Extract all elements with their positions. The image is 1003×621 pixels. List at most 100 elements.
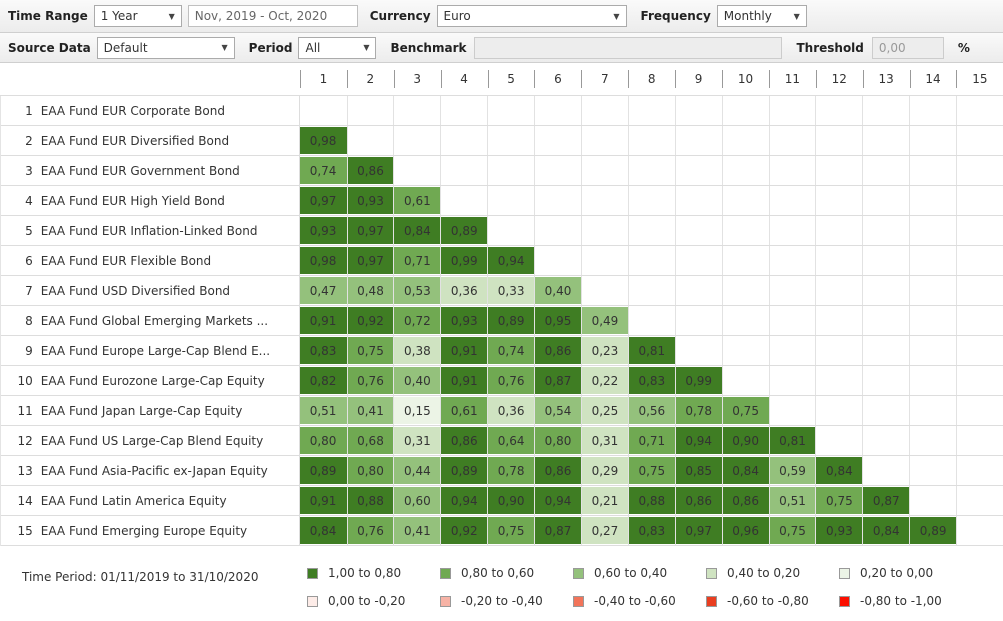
currency-select[interactable]: Euro ▼ bbox=[436, 5, 627, 27]
legend-label: 0,60 to 0,40 bbox=[594, 566, 668, 580]
matrix-cell bbox=[815, 336, 862, 365]
matrix-cell: 0,97 bbox=[346, 216, 394, 245]
matrix-cell: 0,53 bbox=[393, 276, 441, 305]
matrix-cell bbox=[956, 246, 1003, 275]
frequency-select[interactable]: Monthly ▼ bbox=[716, 5, 807, 27]
matrix-cell: 0,74 bbox=[299, 156, 347, 185]
matrix-cell bbox=[909, 276, 956, 305]
time-period-label: Time Period: 01/11/2019 to 31/10/2020 bbox=[22, 570, 259, 584]
matrix-cell: 0,93 bbox=[346, 186, 394, 215]
correlation-value: 0,61 bbox=[441, 397, 488, 424]
row-number: 2 bbox=[25, 133, 33, 148]
matrix-cell bbox=[862, 186, 909, 215]
legend-item: 0,20 to 0,00 bbox=[839, 566, 972, 580]
correlation-value: 0,87 bbox=[535, 517, 581, 544]
row-number: 6 bbox=[25, 253, 33, 268]
table-row: 4 EAA Fund EUR High Yield Bond 0,97 0,93 0,6… bbox=[1, 186, 1003, 216]
legend-item: -0,20 to -0,40 bbox=[440, 594, 573, 608]
table-row: 3 EAA Fund EUR Government Bond 0,74 0,86 bbox=[1, 156, 1003, 186]
matrix-cell: 0,29 bbox=[580, 456, 628, 485]
correlation-value: 0,74 bbox=[299, 157, 347, 184]
matrix-cell bbox=[627, 246, 675, 275]
matrix-cell bbox=[627, 96, 675, 125]
matrix-cell: 0,84 bbox=[862, 516, 910, 545]
matrix-cell bbox=[721, 336, 769, 365]
matrix-cell: 0,68 bbox=[346, 426, 394, 455]
matrix-cell bbox=[768, 186, 816, 215]
correlation-value: 0,80 bbox=[535, 427, 581, 454]
row-cells: 0,91 0,88 0,60 0,94 0,90 0,94 0,21 0,88 0,86 0,86… bbox=[298, 486, 1003, 515]
matrix-cell: 0,89 bbox=[299, 456, 347, 485]
correlation-value: 0,87 bbox=[863, 487, 910, 514]
matrix-cell bbox=[909, 216, 956, 245]
matrix-cell bbox=[956, 486, 1003, 515]
matrix-cell: 0,36 bbox=[440, 276, 488, 305]
matrix-cell bbox=[534, 156, 581, 185]
fund-name: EAA Fund Asia-Pacific ex-Japan Equity bbox=[40, 463, 268, 478]
correlation-value: 0,44 bbox=[394, 457, 441, 484]
correlation-value: 0,91 bbox=[299, 307, 347, 334]
column-header: 11 bbox=[768, 63, 816, 95]
row-number: 13 bbox=[17, 463, 33, 478]
correlation-value: 0,27 bbox=[581, 517, 628, 544]
correlation-value: 0,82 bbox=[299, 367, 347, 394]
table-row: 8 EAA Fund Global Emerging Markets ... 0,9… bbox=[1, 306, 1003, 336]
matrix-cell bbox=[768, 336, 816, 365]
matrix-cell bbox=[862, 246, 909, 275]
legend-swatch bbox=[307, 595, 318, 607]
matrix-cell bbox=[534, 186, 581, 215]
matrix-cell bbox=[815, 306, 862, 335]
table-row: 2 EAA Fund EUR Diversified Bond 0,98 bbox=[1, 126, 1003, 156]
percent-label: % bbox=[957, 40, 970, 55]
row-number: 4 bbox=[25, 193, 33, 208]
legend-swatch bbox=[706, 595, 717, 607]
benchmark-input[interactable] bbox=[474, 36, 783, 59]
correlation-value: 0,75 bbox=[769, 517, 816, 544]
matrix-cell: 0,81 bbox=[768, 426, 816, 455]
benchmark-label: Benchmark bbox=[390, 40, 467, 55]
date-range-input[interactable]: Nov, 2019 - Oct, 2020 bbox=[187, 5, 358, 27]
matrix-cell: 0,56 bbox=[627, 396, 675, 425]
matrix-cell: 0,97 bbox=[674, 516, 722, 545]
correlation-value: 0,78 bbox=[675, 397, 722, 424]
correlation-value: 0,86 bbox=[535, 337, 581, 364]
matrix-cell: 0,75 bbox=[768, 516, 816, 545]
matrix-cell bbox=[721, 366, 769, 395]
time-range-select[interactable]: 1 Year ▼ bbox=[93, 5, 182, 27]
correlation-value: 0,93 bbox=[441, 307, 488, 334]
matrix-cell bbox=[956, 426, 1003, 455]
matrix-cell: 0,44 bbox=[393, 456, 441, 485]
row-number: 1 bbox=[25, 103, 33, 118]
correlation-value: 0,71 bbox=[394, 247, 441, 274]
matrix-cell bbox=[862, 276, 909, 305]
correlation-value: 0,49 bbox=[581, 307, 628, 334]
matrix-cell bbox=[487, 186, 534, 215]
matrix-cell: 0,71 bbox=[627, 426, 675, 455]
chevron-down-icon: ▼ bbox=[793, 11, 800, 21]
row-number: 7 bbox=[25, 283, 33, 298]
correlation-value: 0,93 bbox=[347, 187, 394, 214]
matrix-header-row: 1 2 3 4 5 6 7 8 9 10 11 12 13 14 15 bbox=[0, 63, 1003, 96]
correlation-value: 0,91 bbox=[441, 337, 488, 364]
matrix-cell bbox=[627, 306, 675, 335]
period-select[interactable]: All ▼ bbox=[298, 36, 377, 59]
matrix-cell: 0,93 bbox=[440, 306, 488, 335]
fund-name: EAA Fund Japan Large-Cap Equity bbox=[40, 403, 243, 418]
correlation-value: 0,97 bbox=[299, 187, 347, 214]
matrix-cell: 0,75 bbox=[815, 486, 863, 515]
matrix-cell bbox=[956, 156, 1003, 185]
matrix-cell: 0,86 bbox=[440, 426, 488, 455]
matrix-cell bbox=[580, 126, 628, 155]
row-cells: 0,47 0,48 0,53 0,36 0,33 0,40 bbox=[298, 276, 1003, 305]
table-row: 7 EAA Fund USD Diversified Bond 0,47 0,48 0,… bbox=[1, 276, 1003, 306]
matrix-cell bbox=[487, 126, 534, 155]
matrix-cell bbox=[768, 276, 816, 305]
table-row: 10 EAA Fund Eurozone Large-Cap Equity 0,82… bbox=[1, 366, 1003, 396]
source-data-select[interactable]: Default ▼ bbox=[96, 36, 235, 59]
threshold-input[interactable]: 0,00 bbox=[871, 36, 944, 59]
row-number: 11 bbox=[17, 403, 33, 418]
correlation-value: 0,75 bbox=[816, 487, 863, 514]
correlation-value: 0,31 bbox=[394, 427, 441, 454]
correlation-value: 0,54 bbox=[535, 397, 581, 424]
correlation-value: 0,90 bbox=[488, 487, 535, 514]
